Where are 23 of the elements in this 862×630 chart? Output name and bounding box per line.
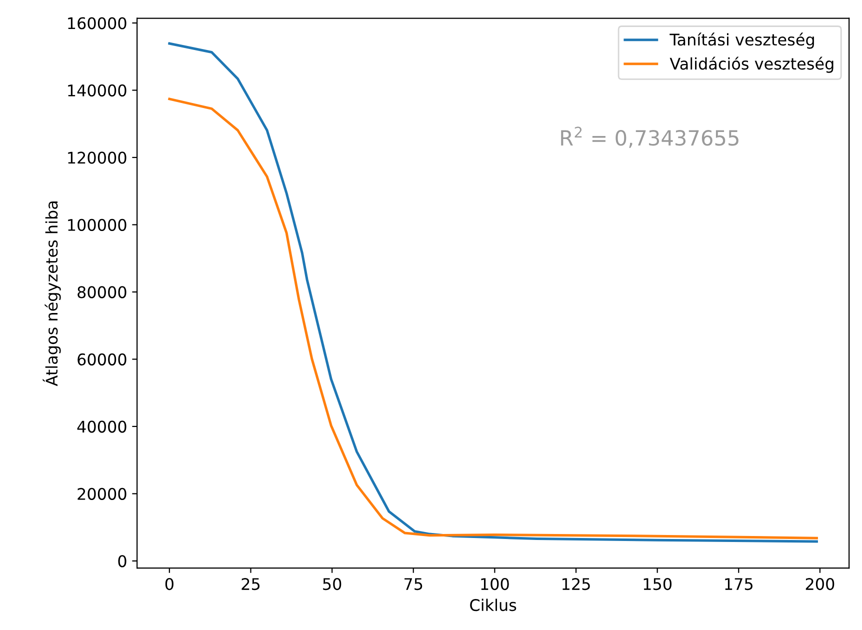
x-tick-label: 25 (242, 578, 260, 590)
legend-label: Validációs veszteség (670, 56, 834, 73)
y-tick-label: 60000 (78, 353, 126, 366)
x-tick-label: 0 (165, 578, 174, 590)
y-axis-title: Átlagos négyzetes hiba (42, 202, 61, 386)
legend-label: Tanítási veszteség (670, 32, 814, 49)
x-tick-label: 50 (323, 578, 342, 590)
y-tick-label: 140000 (68, 84, 126, 97)
x-tick-label: 75 (404, 578, 422, 590)
annotation: R$^{2}$ = 0,73437655 (561, 126, 738, 148)
x-tick-label: 200 (806, 578, 834, 590)
y-tick-label: 40000 (77, 420, 126, 433)
y-tick-label: 0 (118, 555, 126, 568)
x-tick-label: 175 (725, 578, 752, 590)
y-tick-label: 20000 (78, 488, 126, 500)
x-tick-label: 100 (481, 578, 509, 590)
y-tick-label: 80000 (78, 286, 126, 298)
x-axis-title: Ciklus (470, 598, 516, 612)
y-tick-label: 160000 (68, 17, 126, 30)
x-tick-label: 125 (562, 578, 590, 590)
y-tick-label: 120000 (68, 152, 126, 164)
y-tick-label: 100000 (68, 218, 126, 232)
x-tick-label: 150 (644, 578, 672, 590)
